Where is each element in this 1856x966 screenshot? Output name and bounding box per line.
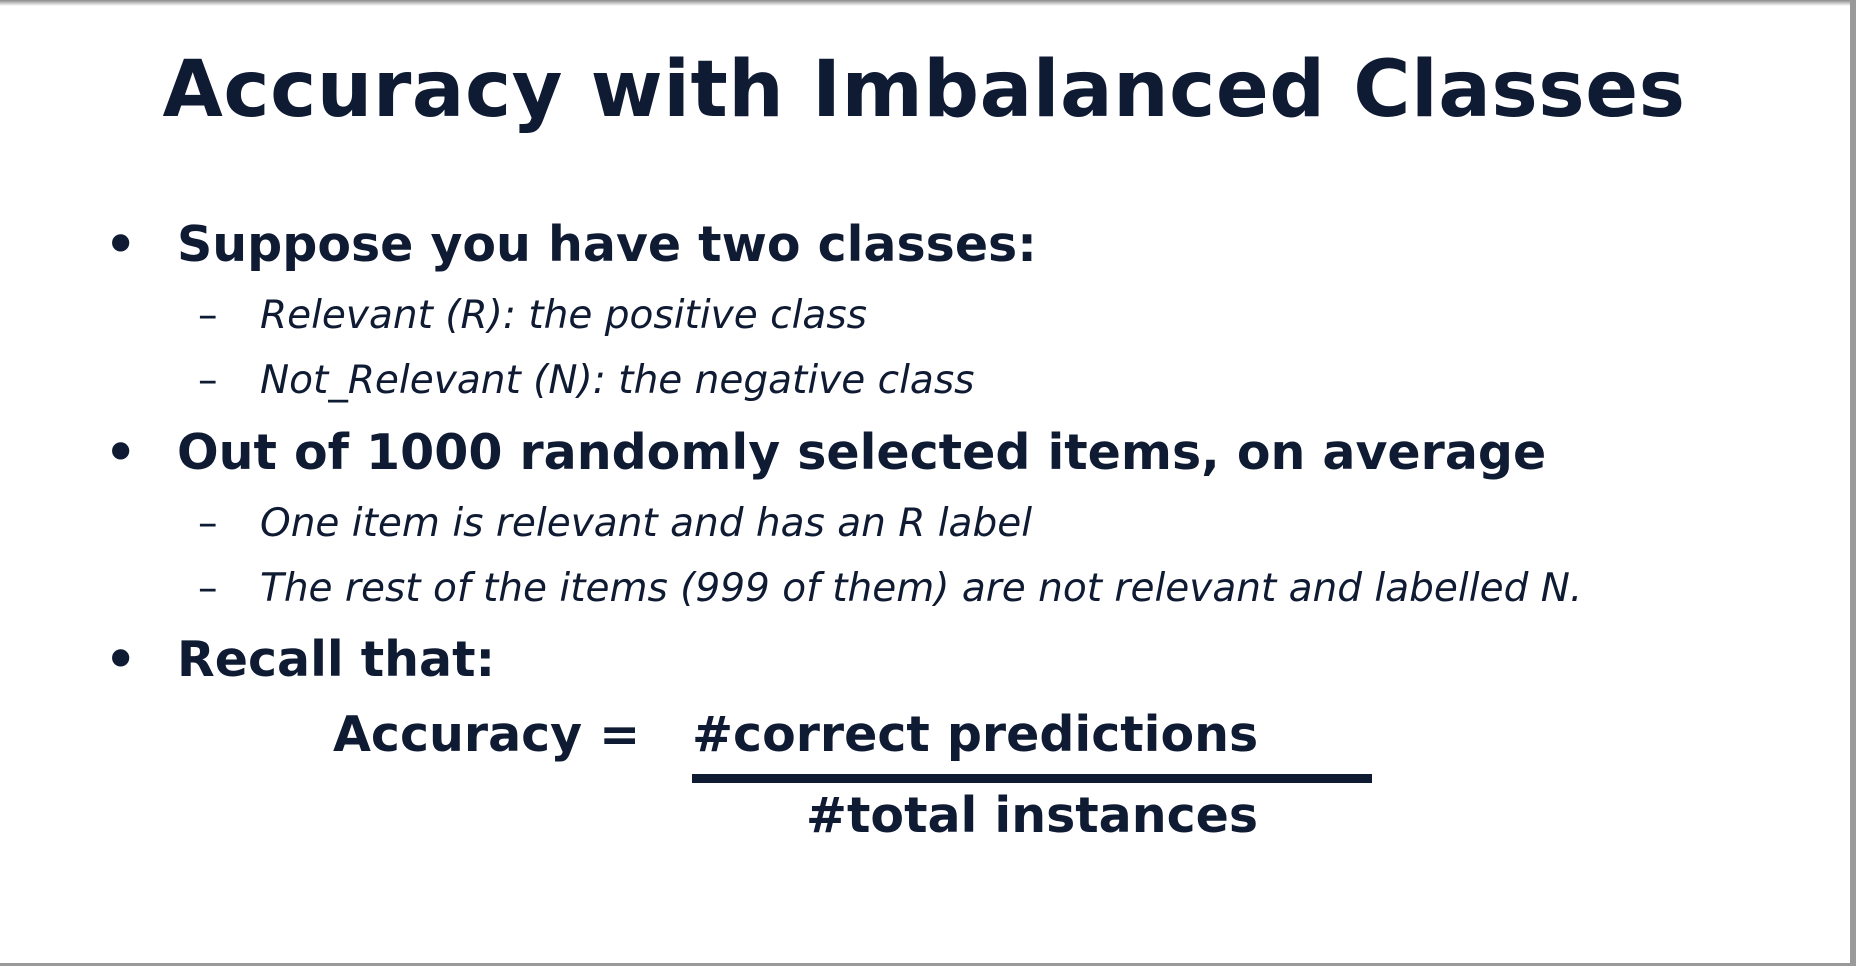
bullet-marker: •	[105, 424, 137, 481]
sub-item: – One item is relevant and has an R label	[198, 499, 1032, 549]
sub-item: – Relevant (R): the positive class	[198, 291, 867, 341]
sub-item-text: The rest of the items (999 of them) are …	[260, 566, 1583, 611]
formula-lhs: Accuracy =	[333, 706, 641, 763]
dash-marker: –	[198, 566, 218, 611]
sub-item-text: One item is relevant and has an R label	[260, 501, 1033, 546]
bullet-item: • Recall that:	[105, 630, 495, 690]
formula-denominator: #total instances	[805, 787, 1259, 844]
bullet-marker: •	[105, 631, 137, 688]
formula-numerator: #correct predictions	[692, 706, 1259, 763]
sub-item-text: Relevant (R): the positive class	[260, 293, 867, 338]
fraction-bar	[692, 774, 1372, 783]
bullet-item: • Suppose you have two classes:	[105, 215, 1037, 275]
bullet-text: Out of 1000 randomly selected items, on …	[177, 424, 1547, 481]
sub-item-text: Not_Relevant (N): the negative class	[260, 358, 975, 403]
bullet-text: Recall that:	[177, 631, 496, 688]
dash-marker: –	[198, 293, 218, 338]
slide-title: Accuracy with Imbalanced Classes	[162, 45, 1686, 135]
frame-right-edge	[1850, 0, 1856, 966]
frame-top-shadow	[0, 0, 1856, 6]
sub-item: – Not_Relevant (N): the negative class	[198, 356, 974, 406]
dash-marker: –	[198, 358, 218, 403]
bullet-marker: •	[105, 216, 137, 273]
frame-bottom-edge	[0, 963, 1856, 966]
sub-item: – The rest of the items (999 of them) are…	[198, 564, 1582, 614]
bullet-text: Suppose you have two classes:	[177, 216, 1037, 273]
dash-marker: –	[198, 501, 218, 546]
bullet-item: • Out of 1000 randomly selected items, on…	[105, 423, 1546, 483]
